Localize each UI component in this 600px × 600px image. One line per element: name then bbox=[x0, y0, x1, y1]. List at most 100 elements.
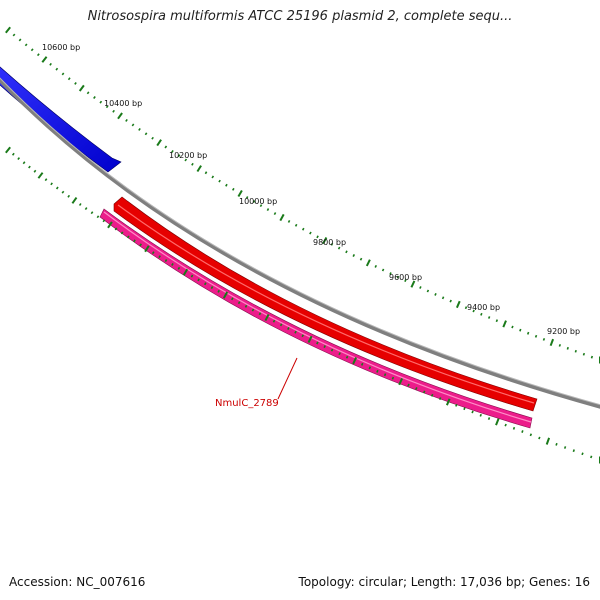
scale-minor-tick bbox=[463, 407, 466, 411]
scale-minor-tick bbox=[36, 53, 40, 57]
scale-minor-tick bbox=[133, 239, 136, 243]
scale-minor-tick bbox=[529, 433, 533, 437]
scale-minor-tick bbox=[125, 118, 128, 122]
gene-label-leader bbox=[277, 357, 298, 400]
scale-minor-tick bbox=[190, 274, 194, 278]
scale-minor-tick bbox=[204, 171, 208, 175]
scale-minor-tick bbox=[381, 268, 385, 272]
tick-label: 9800 bp bbox=[313, 238, 346, 247]
scale-minor-tick bbox=[574, 349, 577, 353]
tick-label: 9400 bp bbox=[467, 303, 500, 312]
scale-minor-tick bbox=[316, 341, 319, 345]
outer-scale-ring bbox=[5, 26, 600, 364]
scale-minor-tick bbox=[22, 161, 26, 165]
scale-major-tick bbox=[307, 335, 313, 343]
scale-minor-tick bbox=[74, 82, 77, 85]
scale-minor-tick bbox=[18, 38, 22, 42]
scale-minor-tick bbox=[396, 275, 400, 279]
scale-minor-tick bbox=[391, 376, 395, 380]
scale-minor-tick bbox=[112, 109, 115, 113]
scale-major-tick bbox=[445, 398, 451, 406]
scale-minor-tick bbox=[471, 410, 474, 414]
scale-minor-tick bbox=[30, 48, 34, 52]
scale-minor-tick bbox=[164, 145, 168, 149]
gene-feature-red[interactable] bbox=[113, 196, 538, 412]
scale-minor-tick bbox=[177, 154, 181, 158]
scale-minor-tick bbox=[566, 346, 569, 350]
scale-minor-tick bbox=[164, 259, 168, 262]
scale-minor-tick bbox=[105, 105, 109, 109]
scale-minor-tick bbox=[330, 348, 334, 352]
scale-minor-tick bbox=[259, 204, 263, 208]
scale-minor-tick bbox=[323, 345, 326, 349]
scale-major-tick bbox=[410, 280, 416, 288]
scale-minor-tick bbox=[495, 319, 499, 323]
scale-minor-tick bbox=[50, 182, 53, 186]
scale-minor-tick bbox=[542, 337, 546, 341]
scale-minor-tick bbox=[204, 282, 207, 286]
scale-minor-tick bbox=[480, 312, 483, 316]
scale-major-tick bbox=[5, 26, 11, 34]
scale-minor-tick bbox=[538, 436, 541, 440]
scale-major-tick bbox=[196, 165, 202, 173]
scale-minor-tick bbox=[61, 72, 65, 76]
scale-major-tick bbox=[545, 437, 551, 445]
scale-minor-tick bbox=[368, 366, 372, 370]
scale-major-tick bbox=[41, 56, 48, 63]
scale-minor-tick bbox=[191, 162, 194, 166]
scale-minor-tick bbox=[272, 319, 276, 323]
scale-minor-tick bbox=[114, 227, 118, 231]
scale-major-tick bbox=[107, 221, 113, 229]
tick-label: 10000 bp bbox=[239, 197, 277, 206]
scale-major-tick bbox=[222, 291, 229, 299]
scale-major-tick bbox=[398, 377, 404, 386]
scale-minor-tick bbox=[504, 423, 507, 427]
scale-major-tick bbox=[279, 213, 285, 222]
scale-minor-tick bbox=[244, 304, 248, 308]
scale-minor-tick bbox=[131, 123, 135, 127]
scale-minor-tick bbox=[487, 417, 491, 420]
gene-feature-magenta[interactable] bbox=[99, 208, 533, 429]
scale-minor-tick bbox=[251, 308, 255, 312]
scale-minor-tick bbox=[287, 220, 291, 223]
tick-label: 10400 bp bbox=[104, 99, 142, 108]
scale-minor-tick bbox=[171, 262, 174, 266]
accession-text: Accession: NC_007616 bbox=[9, 575, 146, 589]
scale-minor-tick bbox=[33, 169, 37, 173]
scale-minor-tick bbox=[383, 373, 387, 377]
scale-minor-tick bbox=[139, 243, 142, 247]
scale-minor-tick bbox=[84, 207, 88, 211]
inner-scale-ring bbox=[5, 146, 600, 464]
scale-minor-tick bbox=[455, 403, 458, 407]
scale-major-tick bbox=[144, 245, 150, 253]
scale-minor-tick bbox=[345, 355, 349, 359]
scale-minor-tick bbox=[210, 286, 214, 289]
scale-major-tick bbox=[264, 313, 270, 322]
scale-minor-tick bbox=[12, 33, 16, 37]
scale-major-tick bbox=[495, 418, 500, 426]
scale-minor-tick bbox=[90, 211, 94, 215]
scale-minor-tick bbox=[374, 264, 378, 268]
scale-minor-tick bbox=[526, 331, 530, 335]
scale-minor-tick bbox=[11, 152, 15, 156]
scale-minor-tick bbox=[120, 231, 124, 235]
scale-minor-tick bbox=[521, 430, 524, 433]
scale-minor-tick bbox=[294, 330, 297, 334]
scale-minor-tick bbox=[534, 334, 538, 338]
scale-major-tick bbox=[5, 146, 11, 154]
scale-minor-tick bbox=[572, 449, 575, 453]
scale-minor-tick bbox=[55, 186, 59, 190]
scale-major-tick bbox=[365, 259, 371, 267]
scale-minor-tick bbox=[338, 352, 341, 356]
scale-minor-tick bbox=[487, 316, 491, 319]
gene-label-nmulc-2789[interactable]: NmulC_2789 bbox=[215, 398, 279, 409]
scale-minor-tick bbox=[563, 446, 567, 449]
scale-minor-tick bbox=[430, 393, 434, 397]
scale-major-tick bbox=[182, 268, 189, 276]
scale-minor-tick bbox=[419, 286, 422, 289]
gene-feature-blue[interactable] bbox=[0, 58, 122, 173]
scale-major-tick bbox=[549, 338, 555, 347]
scale-minor-tick bbox=[330, 242, 334, 246]
scale-minor-tick bbox=[479, 413, 482, 417]
